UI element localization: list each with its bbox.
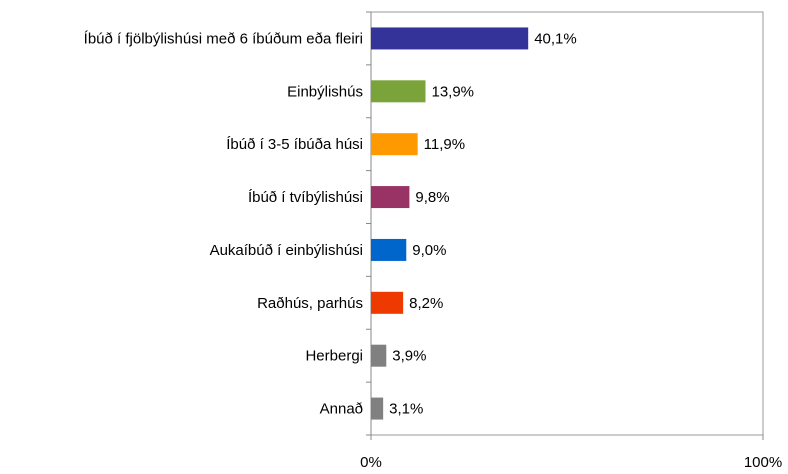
bar [371,238,407,261]
bar [371,291,404,314]
value-label: 40,1% [534,30,577,47]
bar [371,27,529,50]
value-label: 9,8% [415,189,449,206]
bar [371,397,384,420]
category-label: Aukaíbúð í einbýlishúsi [210,242,363,259]
bar [371,80,426,103]
value-label: 11,9% [424,136,465,153]
category-label: Raðhús, parhús [257,295,363,312]
bar [371,186,410,209]
x-tick-label: 100% [744,454,782,471]
category-label: Herbergi [305,348,363,365]
bar [371,344,387,367]
value-label: 8,2% [409,295,443,312]
bar [371,133,418,156]
category-label: Einbýlishús [287,83,363,100]
category-label: Íbúð í 3-5 íbúða húsi [226,136,363,153]
value-label: 3,9% [392,348,426,365]
value-label: 3,1% [389,401,423,418]
category-label: Íbúð í tvíbýlishúsi [248,189,363,206]
category-label: Annað [320,401,363,418]
value-label: 13,9% [431,83,474,100]
value-label: 9,0% [412,242,446,259]
category-label: Íbúð í fjölbýlishúsi með 6 íbúðum eða fl… [84,30,363,47]
plot-frame [370,11,764,436]
x-tick-label: 0% [360,454,382,471]
